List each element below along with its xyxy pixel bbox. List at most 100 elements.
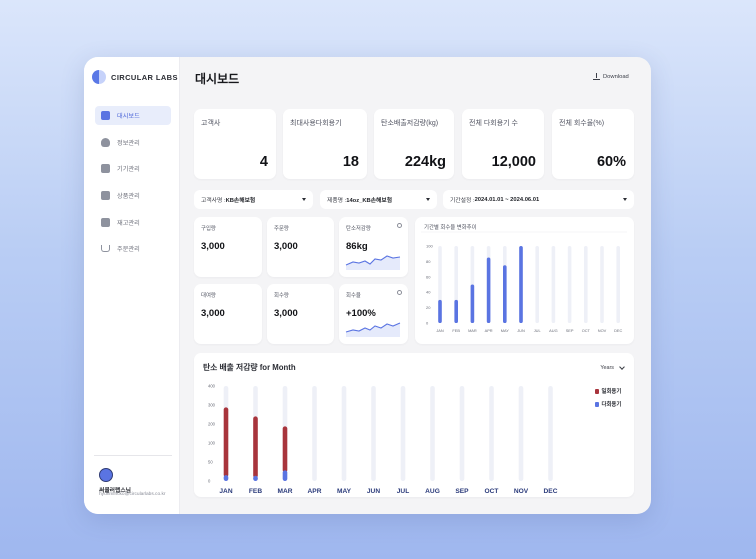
x-tick-label: JAN bbox=[219, 488, 232, 495]
sidebar-item-label: 주문관리 bbox=[117, 246, 140, 254]
years-label: Years bbox=[600, 365, 614, 371]
bar-jan bbox=[438, 299, 442, 323]
mini-card-carbon: 탄소저감량 86kg bbox=[339, 217, 408, 277]
period-filter-select[interactable]: 기간설정 : 2024.01.01 ~ 2024.06.01 bbox=[443, 190, 634, 209]
kpi-value: 224kg bbox=[404, 154, 446, 170]
x-tick-label: OCT bbox=[485, 488, 499, 495]
brand[interactable]: CIRCULAR LABS bbox=[92, 70, 178, 84]
x-tick-label: OCT bbox=[582, 328, 591, 333]
legend-reusable: 다회용기 bbox=[595, 400, 621, 408]
kpi-value: 18 bbox=[342, 154, 359, 170]
info-icon[interactable] bbox=[397, 290, 402, 295]
carbon-chart: 400 300 200 100 50 0 JAN FEB MAR APR MAY JUN JUL AUG S… bbox=[208, 384, 558, 496]
profile-name: 써큘러랩스님 bbox=[99, 488, 131, 494]
y-tick-label: 100 bbox=[208, 441, 216, 446]
sidebar-item-inventory[interactable]: 재고관리 bbox=[95, 213, 171, 232]
years-dropdown[interactable]: Years bbox=[600, 364, 625, 371]
x-tick-label: AUG bbox=[425, 488, 440, 495]
bar-apr bbox=[486, 257, 491, 323]
sidebar-item-label: 정보관리 bbox=[117, 139, 140, 147]
x-tick-label: DEC bbox=[544, 488, 558, 495]
y-tick-label: 100 bbox=[426, 244, 433, 249]
legend-disposable: 일회용기 bbox=[595, 387, 621, 395]
client-filter-select[interactable]: 고객사명 : KB손해보험 bbox=[194, 190, 313, 209]
bar-track bbox=[459, 386, 465, 481]
info-icon[interactable] bbox=[397, 223, 402, 228]
recovery-trend-chart: 100 80 60 40 20 0 JAN FEB MAR APR MAY JUN JUL AUG SEP O… bbox=[421, 231, 627, 333]
legend-swatch bbox=[595, 401, 599, 407]
y-tick-label: 50 bbox=[208, 460, 213, 465]
x-tick-label: DEC bbox=[614, 328, 622, 333]
recovery-trend-card: 기간별 회수율 변화추이 100 80 60 40 20 0 JAN FEB MAR APR MAY… bbox=[415, 217, 634, 344]
bar-track bbox=[371, 386, 376, 481]
bar-chart-icon bbox=[101, 111, 110, 120]
bar-track bbox=[567, 246, 572, 323]
mini-value: 3,000 bbox=[274, 308, 298, 319]
device-icon bbox=[101, 164, 110, 174]
mini-label: 회수율 bbox=[346, 293, 361, 299]
product-icon bbox=[101, 191, 110, 201]
sidebar-divider bbox=[94, 455, 172, 456]
carbon-chart-card: 탄소 배출 저감량 for Month Years 400 300 200 100 50… bbox=[194, 353, 634, 497]
filter-label: 제품명 : bbox=[327, 198, 347, 204]
bar-track bbox=[312, 386, 317, 481]
filter-value: 14oz_KB손해보험 bbox=[346, 198, 393, 204]
bar-track bbox=[518, 386, 524, 481]
x-tick-label: SEP bbox=[455, 488, 469, 495]
app-window: CIRCULAR LABS 대시보드 정보관리 기기관리 상품관리 재고관리 bbox=[84, 57, 651, 514]
sidebar-item-products[interactable]: 상품관리 bbox=[95, 186, 171, 205]
sidebar-item-label: 재고관리 bbox=[117, 219, 140, 227]
chart-title: 탄소 배출 저감량 for Month bbox=[203, 363, 296, 372]
mini-label: 대여량 bbox=[201, 293, 216, 299]
recovery-sparkline bbox=[345, 322, 401, 337]
mini-value: +100% bbox=[346, 308, 376, 319]
bar-track bbox=[548, 386, 553, 481]
bar-disposable-feb bbox=[253, 416, 258, 478]
x-tick-label: FEB bbox=[249, 488, 262, 495]
bar-track bbox=[489, 386, 494, 481]
download-button[interactable]: Download bbox=[593, 73, 629, 80]
caret-down-icon bbox=[623, 198, 627, 201]
mini-card-recovery-rate: 회수율 +100% bbox=[339, 284, 408, 344]
filter-value: 2024.01.01 ~ 2024.06.01 bbox=[474, 196, 540, 203]
sidebar-item-info[interactable]: 정보관리 bbox=[95, 133, 171, 152]
kpi-label: 탄소배출저감량(kg) bbox=[381, 120, 439, 127]
x-tick-label: JUN bbox=[367, 488, 380, 495]
x-tick-label: FEB bbox=[452, 328, 460, 333]
sidebar-item-label: 대시보드 bbox=[117, 113, 140, 120]
profile-email: hyunmincko@circularlabs.co.kr bbox=[99, 492, 166, 497]
sidebar-item-dashboard[interactable]: 대시보드 bbox=[95, 106, 171, 125]
sidebar-item-orders[interactable]: 주문관리 bbox=[95, 239, 171, 258]
x-tick-label: MAR bbox=[468, 328, 477, 333]
cart-icon bbox=[101, 245, 110, 253]
filter-value: KB손해보험 bbox=[225, 198, 256, 204]
y-tick-label: 400 bbox=[208, 384, 216, 389]
y-tick-label: 0 bbox=[208, 479, 211, 484]
kpi-card-clients: 고객사 4 bbox=[194, 109, 276, 179]
mini-card-purchase: 구입량 3,000 bbox=[194, 217, 262, 277]
kpi-card-recovery: 전체 회수율(%) 60% bbox=[552, 109, 634, 179]
chart-title: 기간별 회수율 변화추이 bbox=[424, 225, 477, 231]
x-tick-label: JUL bbox=[534, 328, 542, 333]
sidebar-item-devices[interactable]: 기기관리 bbox=[95, 159, 171, 178]
kpi-value: 12,000 bbox=[491, 154, 536, 170]
bar-track bbox=[535, 246, 539, 323]
y-tick-label: 20 bbox=[426, 305, 431, 310]
kpi-value: 4 bbox=[259, 154, 268, 170]
caret-down-icon bbox=[302, 198, 306, 201]
bar-track bbox=[551, 246, 556, 323]
caret-down-icon bbox=[426, 198, 430, 201]
half-circle-logo-icon bbox=[92, 70, 106, 84]
kpi-value: 60% bbox=[596, 154, 626, 170]
mini-value: 3,000 bbox=[201, 241, 225, 252]
mini-label: 주문량 bbox=[274, 226, 289, 232]
sidebar-item-label: 상품관리 bbox=[117, 193, 140, 201]
product-filter-select[interactable]: 제품명 : 14oz_KB손해보험 bbox=[320, 190, 437, 209]
y-tick-label: 200 bbox=[208, 422, 216, 427]
bar-track bbox=[341, 386, 347, 481]
user-avatar-icon[interactable] bbox=[99, 468, 113, 482]
bar-track bbox=[600, 246, 604, 323]
x-tick-label: MAY bbox=[337, 488, 352, 495]
brand-name: CIRCULAR LABS bbox=[111, 72, 178, 82]
x-tick-label: JUL bbox=[397, 488, 409, 495]
